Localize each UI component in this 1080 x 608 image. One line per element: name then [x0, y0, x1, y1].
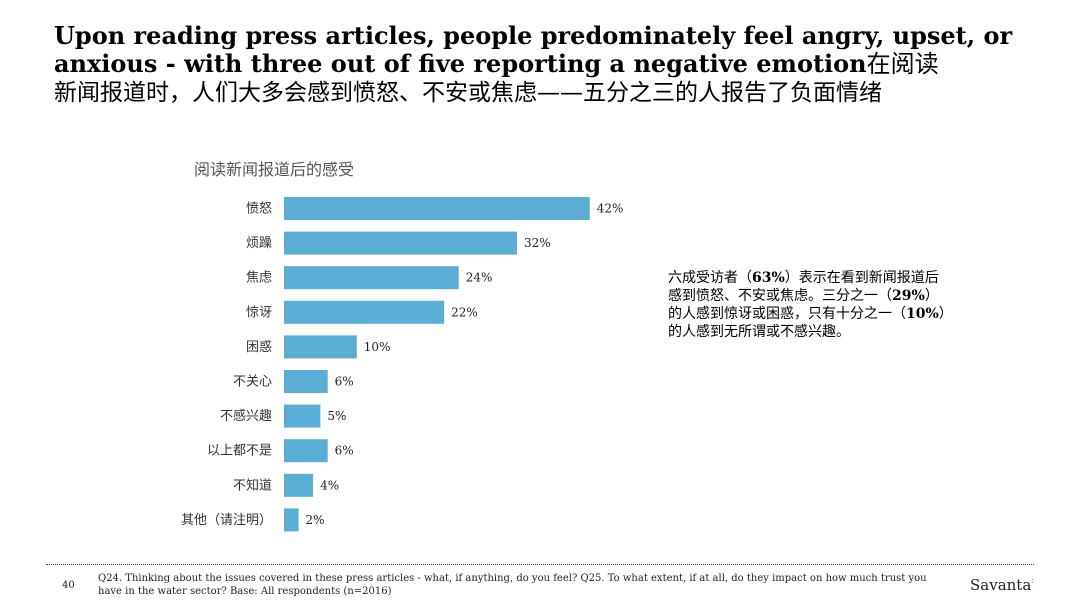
- bar-6: [284, 404, 321, 428]
- savanta-logo: Savanta:: [970, 576, 1034, 594]
- bar-7: [284, 439, 328, 463]
- slide-title-cn-inline: 在阅读: [866, 50, 939, 78]
- value-label-5: 6%: [335, 375, 354, 389]
- value-label-0: 42%: [597, 202, 624, 216]
- bar-1: [284, 231, 517, 255]
- category-label-5: 不关心: [233, 375, 272, 390]
- callout-stat-indifferent: 10%: [906, 306, 939, 322]
- bar-0: [284, 197, 590, 220]
- slide-title-en: Upon reading press articles, people pred…: [54, 21, 1013, 78]
- bar-3: [284, 300, 445, 324]
- logo-text: Savanta: [970, 576, 1032, 594]
- bar-4: [284, 335, 357, 359]
- callout-part-4: ）的人感到无所谓或不感兴趣。: [668, 306, 946, 340]
- callout-stat-surprised: 29%: [892, 288, 925, 304]
- bar-5: [284, 370, 328, 393]
- footer-divider: [46, 564, 1034, 565]
- category-label-7: 以上都不是: [207, 444, 272, 459]
- value-label-2: 24%: [466, 271, 493, 285]
- callout-part-3: ）的人感到惊讶或困惑，只有十分之一（: [668, 288, 939, 322]
- value-label-3: 22%: [451, 305, 478, 319]
- bar-9: [284, 508, 299, 532]
- value-label-1: 32%: [524, 236, 551, 250]
- category-label-1: 烦躁: [246, 236, 272, 251]
- category-label-0: 愤怒: [246, 202, 272, 217]
- slide-title-cn: 新闻报道时，人们大多会感到愤怒、不安或焦虑——五分之三的人报告了负面情绪: [54, 80, 882, 106]
- page-number: 40: [62, 580, 75, 591]
- value-label-4: 10%: [364, 340, 391, 354]
- logo-mark: :: [1031, 576, 1035, 586]
- value-label-7: 6%: [335, 444, 354, 458]
- value-label-6: 5%: [327, 409, 346, 423]
- category-label-4: 困惑: [246, 339, 272, 355]
- bar-8: [284, 473, 314, 497]
- chart-title: 阅读新闻报道后的感受: [194, 160, 355, 179]
- value-label-8: 4%: [320, 478, 339, 492]
- callout-part-2: ）表示在看到新闻报道后感到愤怒、不安或焦虑。三分之一（: [668, 270, 939, 304]
- bar-2: [284, 266, 459, 290]
- category-label-2: 焦虑: [246, 271, 272, 286]
- callout-stat-negative: 63%: [752, 270, 785, 286]
- footnote: Q24. Thinking about the issues covered i…: [98, 573, 927, 597]
- category-label-6: 不感兴趣: [220, 408, 272, 424]
- category-label-8: 不知道: [233, 477, 272, 493]
- value-label-9: 2%: [306, 513, 325, 527]
- category-label-9: 其他（请注明）: [181, 513, 272, 528]
- category-label-3: 惊讶: [246, 305, 272, 320]
- callout-text: 六成受访者（63%）表示在看到新闻报道后感到愤怒、不安或焦虑。三分之一（29%）…: [668, 269, 948, 341]
- slide-title: Upon reading press articles, people pred…: [54, 22, 1054, 108]
- callout-part-1: 六成受访者（: [668, 270, 752, 286]
